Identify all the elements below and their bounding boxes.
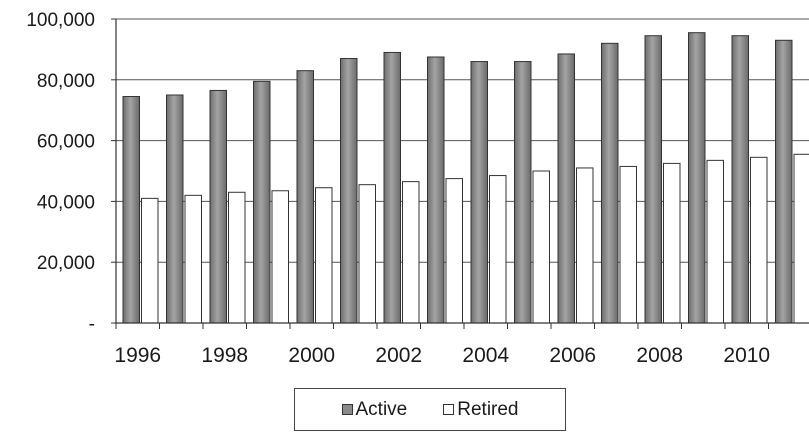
x-tick-label-1998: 1998 <box>201 344 248 367</box>
bar-active-2005 <box>514 61 532 324</box>
bar-retired-2006 <box>576 167 594 324</box>
bar-active-1999 <box>253 80 271 324</box>
x-tick-labels: 1996 1998 2000 2002 2004 2006 2008 2010 <box>114 344 770 367</box>
bar-active-2000 <box>296 70 314 324</box>
x-tick-label-2010: 2010 <box>723 344 770 367</box>
bar-active-2007 <box>601 42 619 324</box>
bar-active-2010 <box>731 35 749 324</box>
y-tick-label-2: 40,000 <box>37 192 95 213</box>
bar-retired-1999 <box>271 190 289 324</box>
y-tick-labels: - 20,000 40,000 60,000 80,000 100,000 <box>26 10 95 335</box>
x-tick-label-2006: 2006 <box>549 344 596 367</box>
legend-label-retired: Retired <box>457 398 519 420</box>
x-tick-label-2008: 2008 <box>636 344 683 367</box>
legend-item-retired: Retired <box>443 398 519 421</box>
bar-retired-1996 <box>141 197 159 324</box>
bar-active-1996 <box>122 96 140 324</box>
y-tick-label-0: - <box>89 314 95 335</box>
bar-retired-2003 <box>445 178 463 324</box>
bars <box>122 32 809 324</box>
legend-swatch-active <box>341 404 353 415</box>
bar-retired-2010 <box>750 156 768 324</box>
bar-active-2001 <box>340 58 358 324</box>
bar-active-2002 <box>383 51 401 324</box>
bar-retired-2008 <box>663 162 681 324</box>
bar-active-2006 <box>557 53 575 324</box>
axes <box>111 18 809 329</box>
legend-item-active: Active <box>341 398 408 421</box>
x-tick-label-2002: 2002 <box>375 344 422 367</box>
y-tick-label-4: 80,000 <box>37 71 95 92</box>
bar-active-2008 <box>644 35 662 324</box>
bar-retired-2011 <box>793 153 809 324</box>
bar-retired-2004 <box>489 175 507 324</box>
bar-retired-2002 <box>402 181 420 324</box>
bar-retired-2005 <box>532 170 550 324</box>
bar-retired-2009 <box>706 159 724 324</box>
y-tick-label-1: 20,000 <box>37 253 95 274</box>
bar-retired-2000 <box>315 187 333 324</box>
x-tick-label-2000: 2000 <box>288 344 335 367</box>
bar-active-2011 <box>775 39 793 324</box>
bar-active-2009 <box>688 32 706 324</box>
bar-active-1998 <box>209 89 227 324</box>
legend-swatch-retired <box>443 404 455 415</box>
bar-active-2004 <box>470 61 488 324</box>
x-tick-label-2004: 2004 <box>462 344 509 367</box>
bar-active-1997 <box>166 94 184 324</box>
y-tick-label-5: 100,000 <box>26 10 95 31</box>
bar-retired-2007 <box>619 165 637 324</box>
bar-active-2003 <box>427 56 445 324</box>
y-tick-label-3: 60,000 <box>37 132 95 153</box>
bar-retired-2001 <box>358 184 376 324</box>
legend-label-active: Active <box>355 398 408 420</box>
bar-retired-1998 <box>228 191 246 324</box>
legend: Active Retired <box>294 388 566 431</box>
x-tick-label-1996: 1996 <box>114 344 161 367</box>
bar-retired-1997 <box>184 194 202 324</box>
